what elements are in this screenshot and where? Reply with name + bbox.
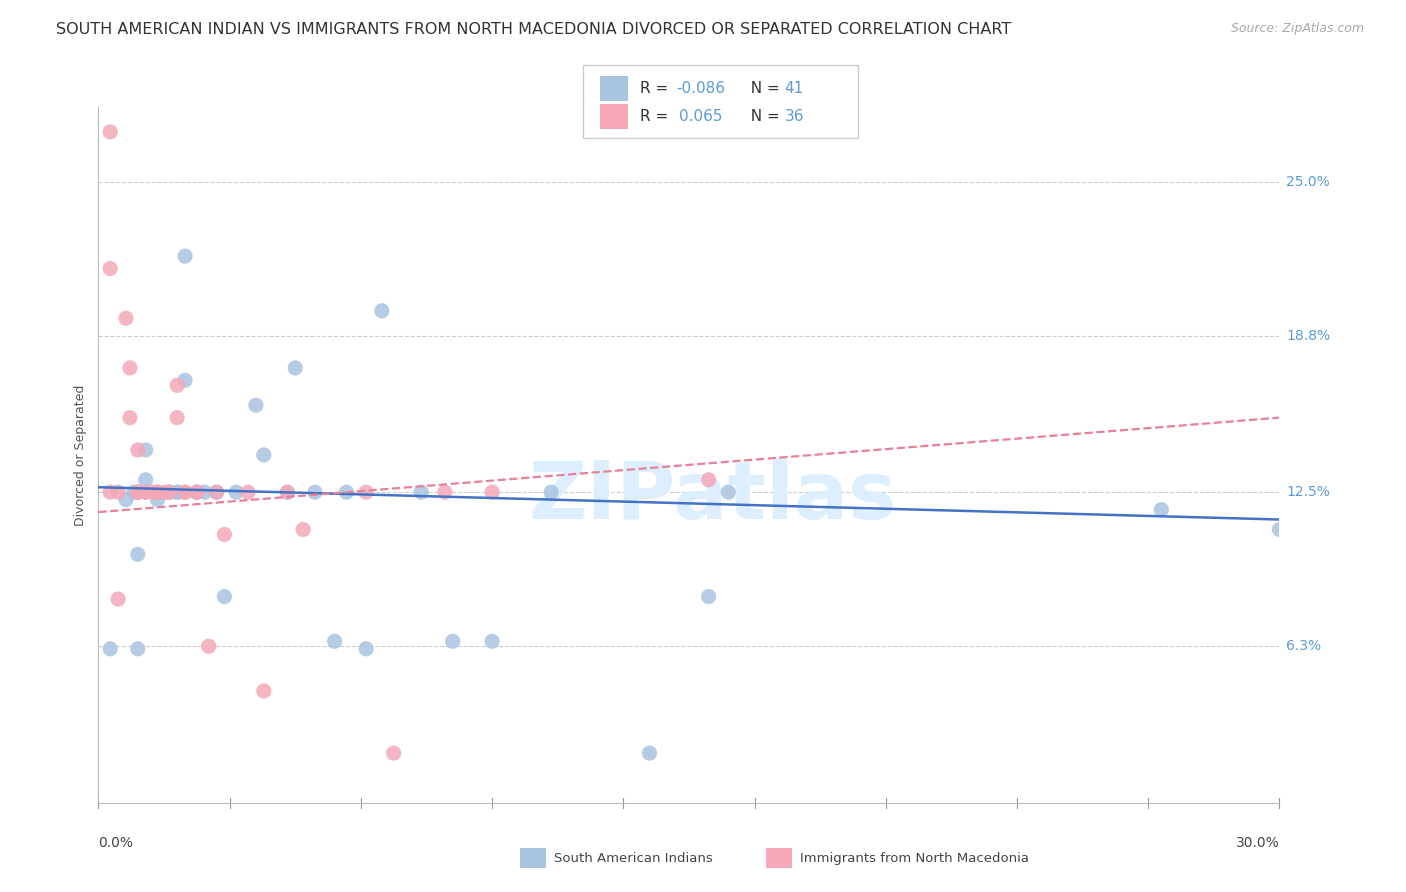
Point [205,485,228,500]
Point [166,378,188,392]
Point [236,485,259,500]
Point [127,485,149,500]
Point [245,398,267,412]
Point [98,641,121,656]
Point [127,485,149,500]
Point [127,485,149,500]
Point [115,492,138,507]
Point [157,485,180,500]
Point [174,249,197,263]
Point [382,746,405,760]
Point [135,485,157,500]
Point [155,485,177,500]
Point [127,641,149,656]
Text: Immigrants from North Macedonia: Immigrants from North Macedonia [800,852,1029,864]
Point [1150,502,1173,516]
Point [146,485,169,500]
Point [142,485,165,500]
Point [135,473,157,487]
Text: 25.0%: 25.0% [1286,175,1330,188]
Point [146,485,169,500]
Text: N =: N = [741,110,785,124]
Point [205,485,228,500]
Point [146,492,169,507]
Point [127,547,149,561]
Point [146,485,169,500]
Point [186,485,208,500]
Text: 30.0%: 30.0% [1236,836,1279,850]
Point [411,485,433,500]
Text: R =: R = [640,81,673,95]
Point [253,448,276,462]
Point [433,485,456,500]
Text: -0.086: -0.086 [676,81,725,95]
Point [174,373,197,387]
Point [107,485,129,500]
Text: 6.3%: 6.3% [1286,640,1322,653]
Point [697,590,720,604]
Point [127,442,149,457]
Point [354,485,377,500]
Point [697,473,720,487]
Text: Source: ZipAtlas.com: Source: ZipAtlas.com [1230,22,1364,36]
Point [717,485,740,500]
Point [118,410,141,425]
Point [371,303,394,318]
Point [638,746,661,760]
Point [157,485,180,500]
Point [276,485,298,500]
Text: 12.5%: 12.5% [1286,485,1330,500]
Point [157,485,180,500]
Point [115,311,138,326]
Point [481,634,503,648]
Text: South American Indians: South American Indians [554,852,713,864]
Y-axis label: Divorced or Separated: Divorced or Separated [75,384,87,525]
Text: 0.065: 0.065 [679,110,723,124]
Text: 36: 36 [785,110,804,124]
Point [335,485,357,500]
Point [127,485,149,500]
Point [166,485,188,500]
Point [214,590,236,604]
Point [540,485,562,500]
Point [135,442,157,457]
Point [284,361,307,376]
Point [174,485,197,500]
Point [174,485,197,500]
Text: SOUTH AMERICAN INDIAN VS IMMIGRANTS FROM NORTH MACEDONIA DIVORCED OR SEPARATED C: SOUTH AMERICAN INDIAN VS IMMIGRANTS FROM… [56,22,1011,37]
Point [107,592,129,607]
Point [441,634,464,648]
Point [292,523,315,537]
Point [166,410,188,425]
Point [323,634,346,648]
Text: N =: N = [741,81,785,95]
Text: 18.8%: 18.8% [1286,328,1330,343]
Point [135,485,157,500]
Point [354,641,377,656]
Point [166,485,188,500]
Point [98,125,121,139]
Point [98,485,121,500]
Point [98,261,121,276]
Point [276,485,298,500]
Point [194,485,217,500]
Text: 0.0%: 0.0% [98,836,134,850]
Point [304,485,326,500]
Point [214,527,236,541]
Text: 41: 41 [785,81,804,95]
Point [186,485,208,500]
Point [481,485,503,500]
Point [118,361,141,376]
Point [186,485,208,500]
Point [186,485,208,500]
Point [122,485,145,500]
Point [1268,523,1291,537]
Point [197,639,219,653]
Point [225,485,247,500]
Point [253,684,276,698]
Text: R =: R = [640,110,678,124]
Text: ZIPatlas: ZIPatlas [529,458,897,536]
